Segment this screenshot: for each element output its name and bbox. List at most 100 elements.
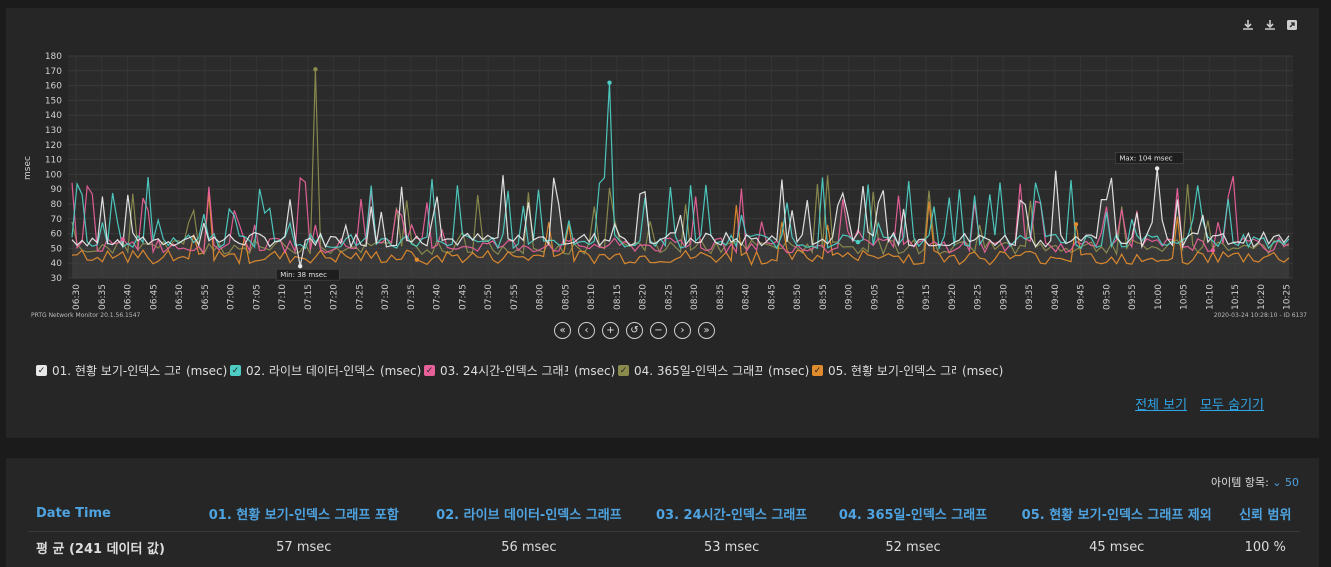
table-cell: 평 균 (241 데이터 값) [28,531,190,563]
legend-item[interactable]: ✓ 03. 24시간-인덱스 그래프 (msec) [424,362,618,379]
x-tick-label: 06:45 [149,284,159,310]
x-tick-label: 09:20 [948,284,958,310]
column-header[interactable]: 02. 라이브 데이터-인덱스 그래프 [436,508,622,523]
column-header[interactable]: Date Time [36,506,111,521]
legend-unit: (msec) [768,363,810,378]
y-tick-label: 100 [45,170,62,180]
table-cell: 52 msec [823,531,1003,563]
annotation-label: Min: 38 msec [280,271,327,279]
data-point [1210,248,1216,253]
x-tick-label: 09:45 [1077,284,1087,310]
column-header[interactable]: 01. 현황 보기-인덱스 그래프 포함 [208,508,399,523]
chart-nav: « ‹ + ↺ − › » [554,322,715,339]
x-tick-label: 07:30 [381,284,391,310]
x-tick-label: 10:25 [1283,284,1293,310]
x-tick-label: 07:00 [227,284,237,310]
table-panel: 아이템 항목: ⌄ 50 Date Time 01. 현황 보기-인덱스 그래프… [6,458,1319,567]
legend-unit: (msec) [962,363,1004,378]
x-tick-label: 10:15 [1231,284,1241,310]
x-tick-label: 08:55 [819,284,829,310]
x-tick-label: 08:05 [561,284,571,310]
annotation-box [275,268,340,281]
legend-unit: (msec) [186,363,228,378]
y-tick-label: 50 [51,244,63,254]
legend-label: 02. 라이브 데이터-인덱스 ... [246,364,374,378]
x-tick-label: 08:30 [690,284,700,310]
x-tick-label: 10:20 [1257,284,1267,310]
items-per-page: 아이템 항목: ⌄ 50 [1211,474,1299,490]
zoom-in-button[interactable]: + [602,322,619,339]
checkbox[interactable]: ✓ [424,365,435,376]
y-tick-label: 90 [51,185,63,195]
data-point [414,257,420,262]
x-tick-label: 07:15 [304,284,314,310]
x-tick-label: 08:50 [793,284,803,310]
x-tick-label: 07:40 [433,284,443,310]
annotation-label: Max: 104 msec [1119,154,1172,162]
items-value: 50 [1285,476,1299,489]
next-button[interactable]: › [674,322,691,339]
table-header-row: Date Time 01. 현황 보기-인덱스 그래프 포함 02. 라이브 데… [28,496,1300,532]
y-tick-label: 30 [51,274,63,284]
jump-last-button[interactable]: » [698,322,715,339]
column-header[interactable]: 05. 현황 보기-인덱스 그래프 제외 [1021,508,1212,523]
data-point [855,239,861,245]
x-tick-label: 06:50 [175,284,185,310]
prev-button[interactable]: ‹ [578,322,595,339]
x-tick-label: 09:50 [1102,284,1112,310]
column-header[interactable]: 신뢰 범위 [1239,508,1292,523]
x-tick-label: 06:55 [201,284,211,310]
line-chart[interactable]: 180 170 160 150 140 130 120 110 100 90 80 70 60 50 40 3… [6,8,1319,318]
data-point [297,263,303,269]
footer-version: PRTG Network Monitor 20.1.56.1547 [31,312,141,319]
expand-icon[interactable] [1285,18,1299,32]
x-tick-label: 08:15 [613,284,623,310]
show-all-link[interactable]: 전체 보기 [1135,398,1188,413]
column-header[interactable]: 03. 24시간-인덱스 그래프 [656,508,808,523]
chart-toolbar [1241,18,1299,32]
legend-item[interactable]: ✓ 02. 라이브 데이터-인덱스 ... (msec) [230,362,424,379]
x-tick-label: 06:40 [124,284,134,310]
x-tick-label: 07:50 [484,284,494,310]
y-tick-label: 120 [45,141,62,151]
x-tick-label: 06:30 [72,284,82,310]
reset-button[interactable]: ↺ [626,322,643,339]
data-point [1073,222,1079,227]
legend-label: 01. 현황 보기-인덱스 그래... [52,364,180,378]
legend-label: 04. 365일-인덱스 그래프 [634,364,762,378]
checkbox[interactable]: ✓ [812,365,823,376]
download-icon[interactable] [1241,18,1255,32]
series-line [71,69,1290,257]
y-tick-label: 180 [45,52,62,62]
x-tick-label: 08:45 [767,284,777,310]
y-axis-label: msec [23,156,33,180]
jump-first-button[interactable]: « [554,322,571,339]
footer-timestamp: 2020-03-24 10:28:10 - ID 6137 [1213,312,1307,319]
y-tick-label: 60 [51,230,63,240]
checkbox[interactable]: ✓ [618,365,629,376]
x-tick-label: 07:10 [278,284,288,310]
checkbox[interactable]: ✓ [230,365,241,376]
data-table: Date Time 01. 현황 보기-인덱스 그래프 포함 02. 라이브 데… [28,496,1300,563]
hide-all-link[interactable]: 모두 숨기기 [1200,398,1264,413]
items-select[interactable]: ⌄ 50 [1272,476,1299,489]
legend-item[interactable]: ✓ 04. 365일-인덱스 그래프 (msec) [618,362,812,379]
download-icon[interactable] [1263,18,1277,32]
zoom-out-button[interactable]: − [650,322,667,339]
y-tick-label: 140 [45,111,62,121]
x-tick-label: 08:10 [587,284,597,310]
x-tick-label: 09:35 [1025,284,1035,310]
table-cell: 57 msec [189,531,418,563]
y-tick-label: 160 [45,82,62,92]
column-header[interactable]: 04. 365일-인덱스 그래프 [838,508,988,523]
checkbox[interactable]: ✓ [36,365,47,376]
x-tick-label: 08:25 [664,284,674,310]
y-tick-label: 170 [45,67,62,77]
series-line [71,192,1290,267]
y-tick-label: 130 [45,126,62,136]
legend-item[interactable]: ✓ 01. 현황 보기-인덱스 그래... (msec) [36,362,230,379]
y-tick-label: 150 [45,96,62,106]
legend-item[interactable]: ✓ 05. 현황 보기-인덱스 그래... (msec) [812,362,1006,379]
x-tick-label: 09:05 [870,284,880,310]
x-tick-label: 09:15 [922,284,932,310]
